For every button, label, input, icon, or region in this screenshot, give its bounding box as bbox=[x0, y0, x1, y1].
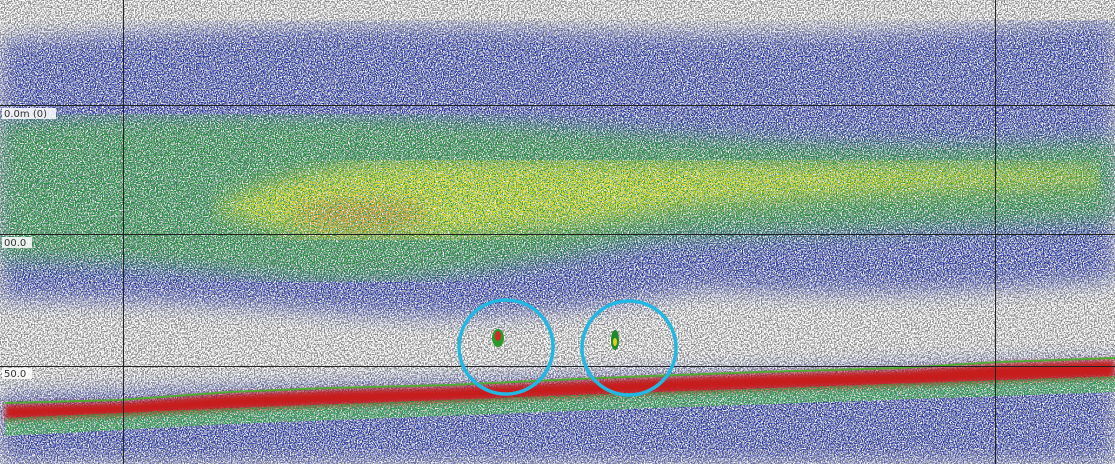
target bbox=[613, 338, 617, 346]
label-box bbox=[2, 237, 32, 248]
depth-label: 0.0m (0) bbox=[4, 109, 47, 120]
depth-label: 50.0 bbox=[4, 369, 26, 380]
depth-label: 00.0 bbox=[4, 238, 26, 249]
label-box bbox=[2, 368, 32, 379]
target bbox=[495, 331, 501, 341]
scatter-yellow bbox=[210, 160, 1100, 240]
label-box bbox=[2, 108, 56, 119]
seabed bbox=[4, 357, 1115, 436]
highlight-circle bbox=[580, 299, 678, 397]
highlight-circle bbox=[457, 298, 555, 396]
